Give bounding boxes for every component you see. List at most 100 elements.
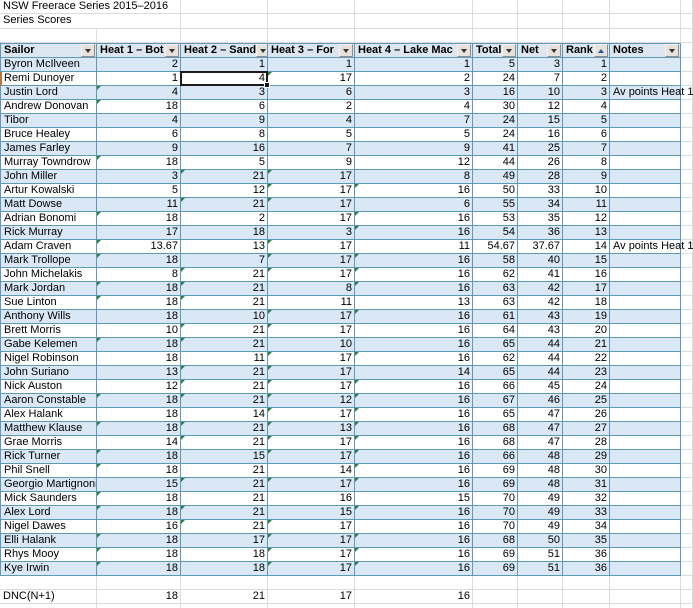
cell-h1[interactable]: 18 (97, 156, 181, 170)
filter-button-rank[interactable] (594, 44, 608, 57)
cell-h4[interactable]: 2 (355, 72, 473, 86)
cell-total[interactable]: 30 (473, 100, 518, 114)
cell-h2[interactable]: 21 (181, 268, 268, 282)
cell[interactable] (610, 0, 681, 14)
cell-h1[interactable]: 9 (97, 142, 181, 156)
cell-h2[interactable]: 6 (181, 100, 268, 114)
cell[interactable] (518, 576, 563, 590)
cell-h4[interactable]: 16 (355, 394, 473, 408)
cell-h3[interactable]: 17 (268, 366, 355, 380)
cell-total[interactable]: 58 (473, 254, 518, 268)
cell-total[interactable]: 67 (473, 394, 518, 408)
cell-h4[interactable]: 16 (355, 548, 473, 562)
cell-notes[interactable] (610, 170, 681, 184)
cell[interactable] (681, 478, 693, 492)
cell-h3[interactable]: 10 (268, 338, 355, 352)
cell[interactable] (681, 296, 693, 310)
cell-h1[interactable]: 18 (97, 394, 181, 408)
cell-h3[interactable]: 17 (268, 268, 355, 282)
cell-notes[interactable] (610, 324, 681, 338)
cell[interactable] (681, 506, 693, 520)
cell-h2[interactable]: 18 (181, 226, 268, 240)
cell[interactable] (681, 72, 693, 86)
cell-rank[interactable]: 27 (563, 422, 610, 436)
cell-rank[interactable]: 34 (563, 520, 610, 534)
cell-h4[interactable]: 4 (355, 100, 473, 114)
cell-h2[interactable]: 21 (181, 478, 268, 492)
cell-h3[interactable]: 17 (268, 478, 355, 492)
cell-rank[interactable]: 33 (563, 506, 610, 520)
filter-button-net[interactable] (547, 44, 561, 57)
cell-total[interactable]: 65 (473, 366, 518, 380)
cell[interactable] (681, 156, 693, 170)
cell-total[interactable]: 66 (473, 450, 518, 464)
cell[interactable] (681, 170, 693, 184)
cell-h1[interactable]: 6 (97, 128, 181, 142)
cell-total[interactable]: 68 (473, 436, 518, 450)
cell-rank[interactable]: 36 (563, 562, 610, 576)
cell-name[interactable]: Nigel Robinson (0, 352, 97, 366)
cell-rank[interactable]: 16 (563, 268, 610, 282)
cell-net[interactable]: 42 (518, 296, 563, 310)
cell[interactable] (681, 268, 693, 282)
column-header-rank[interactable]: Rank (563, 43, 610, 58)
cell-h2[interactable]: 21 (181, 394, 268, 408)
column-header-total[interactable]: Total (473, 43, 518, 58)
cell-h2[interactable]: 2 (181, 212, 268, 226)
cell-h1[interactable]: 18 (97, 254, 181, 268)
cell-h1[interactable]: 18 (97, 506, 181, 520)
cell[interactable] (0, 604, 97, 608)
cell-total[interactable]: 16 (473, 86, 518, 100)
cell-name[interactable]: Byron McIlveen (0, 58, 97, 72)
cell-total[interactable]: 70 (473, 520, 518, 534)
cell-notes[interactable] (610, 506, 681, 520)
cell-total[interactable]: 24 (473, 72, 518, 86)
cell[interactable] (681, 43, 693, 58)
cell-h4[interactable]: 3 (355, 86, 473, 100)
cell-total[interactable]: 65 (473, 408, 518, 422)
cell-h2[interactable]: 18 (181, 562, 268, 576)
cell-h4[interactable]: 16 (355, 506, 473, 520)
cell-net[interactable]: 36 (518, 226, 563, 240)
dnc-cell-net[interactable] (518, 590, 563, 604)
cell-net[interactable]: 49 (518, 520, 563, 534)
cell-h4[interactable]: 16 (355, 534, 473, 548)
cell-notes[interactable] (610, 296, 681, 310)
cell-net[interactable]: 35 (518, 212, 563, 226)
cell[interactable] (97, 604, 181, 608)
cell-h1[interactable]: 18 (97, 492, 181, 506)
cell-h3[interactable]: 8 (268, 282, 355, 296)
cell[interactable] (97, 576, 181, 590)
cell-h1[interactable]: 1 (97, 72, 181, 86)
cell-h1[interactable]: 18 (97, 450, 181, 464)
cell[interactable] (681, 464, 693, 478)
cell-rank[interactable]: 3 (563, 86, 610, 100)
cell-h3[interactable]: 17 (268, 72, 355, 86)
cell[interactable] (268, 0, 355, 14)
cell-notes[interactable] (610, 548, 681, 562)
cell-h3[interactable]: 17 (268, 310, 355, 324)
cell-total[interactable]: 61 (473, 310, 518, 324)
cell-total[interactable]: 70 (473, 492, 518, 506)
cell-rank[interactable]: 35 (563, 534, 610, 548)
cell-h4[interactable]: 16 (355, 268, 473, 282)
cell-h2[interactable]: 21 (181, 380, 268, 394)
title-cell[interactable]: NSW Freerace Series 2015–2016 (0, 0, 181, 14)
cell-total[interactable]: 68 (473, 422, 518, 436)
cell-rank[interactable]: 29 (563, 450, 610, 464)
cell-name[interactable]: Elli Halank (0, 534, 97, 548)
cell-name[interactable]: John Miller (0, 170, 97, 184)
cell-h4[interactable]: 16 (355, 212, 473, 226)
cell-rank[interactable]: 31 (563, 478, 610, 492)
cell-net[interactable]: 45 (518, 380, 563, 394)
filter-button-h2[interactable] (256, 44, 267, 57)
cell-rank[interactable]: 6 (563, 128, 610, 142)
cell-notes[interactable] (610, 478, 681, 492)
cell-notes[interactable] (610, 380, 681, 394)
column-header-name[interactable]: Sailor (0, 43, 97, 58)
cell-name[interactable]: Andrew Donovan (0, 100, 97, 114)
cell-name[interactable]: John Michelakis (0, 268, 97, 282)
cell[interactable] (681, 310, 693, 324)
cell-h2[interactable]: 9 (181, 114, 268, 128)
cell-h4[interactable]: 16 (355, 478, 473, 492)
